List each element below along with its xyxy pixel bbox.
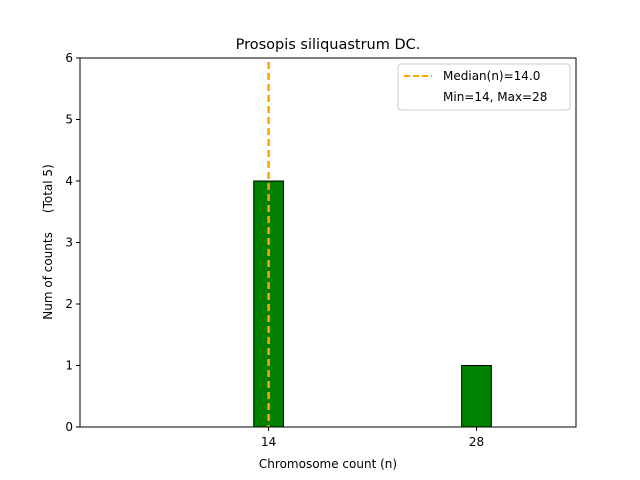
legend: Median(n)=14.0 Min=14, Max=28: [397, 63, 571, 111]
y-tick-label: 0: [65, 420, 73, 434]
y-tick-label: 6: [65, 51, 73, 65]
bar-28: [461, 365, 492, 428]
chart-title: Prosopis siliquastrum DC.: [236, 37, 421, 53]
plot-area: 0 1 2 3 4 5 6 14 28: [65, 51, 553, 449]
y-tick-label: 5: [65, 113, 73, 127]
x-tick-label: 14: [261, 435, 276, 449]
x-tick-label: 28: [469, 435, 484, 449]
y-tick-label: 3: [65, 236, 73, 250]
plot-frame: [79, 57, 577, 428]
y-tick-label: 2: [65, 297, 73, 311]
legend-minmax-label: Min=14, Max=28: [443, 90, 547, 104]
y-axis-label: Num of counts (Total 5): [41, 164, 55, 319]
legend-median-label: Median(n)=14.0: [443, 69, 540, 83]
y-tick-label: 4: [65, 174, 73, 188]
y-tick-label: 1: [65, 359, 73, 373]
legend-box: [397, 63, 571, 111]
x-axis-label: Chromosome count (n): [259, 457, 397, 471]
